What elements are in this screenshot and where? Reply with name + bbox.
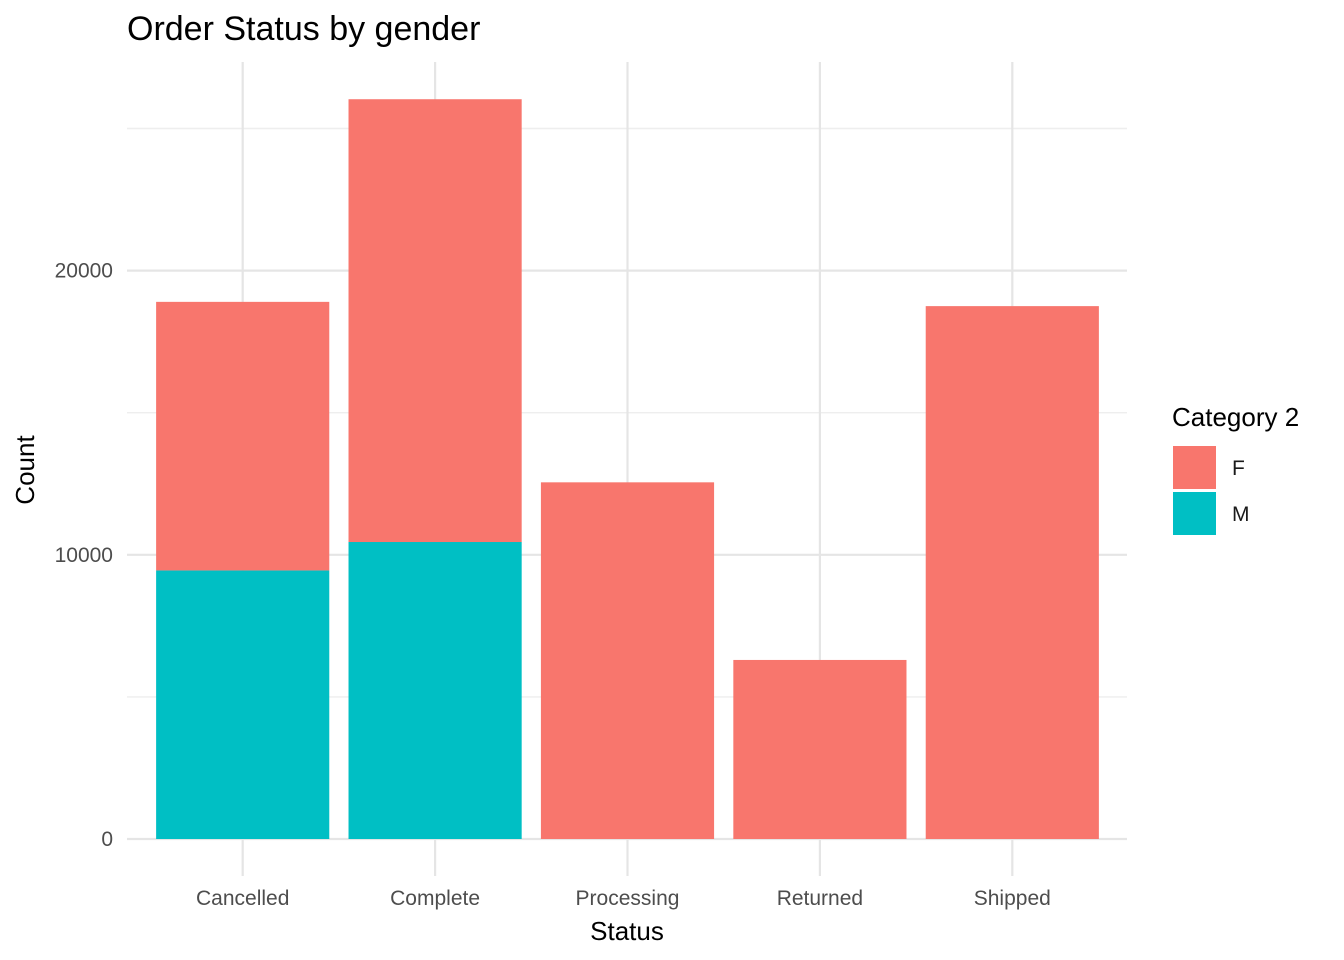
bar-cancelled-m xyxy=(156,570,330,839)
x-tick-label: Complete xyxy=(390,887,480,910)
legend: Category 2 FM xyxy=(1172,402,1299,535)
y-tick-label: 10000 xyxy=(55,544,113,567)
chart-title: Order Status by gender xyxy=(127,10,480,48)
legend-label-m: M xyxy=(1232,503,1250,526)
legend-key-m xyxy=(1173,492,1216,535)
axes: 0 10000 20000 Cancelled Complete Processing Re… xyxy=(55,260,1051,910)
y-tick-label: 0 xyxy=(101,828,113,851)
bar-processing-f xyxy=(540,482,715,839)
x-tick-label: Shipped xyxy=(974,887,1051,910)
y-tick-label: 20000 xyxy=(55,260,113,283)
bar-returned-f xyxy=(733,659,907,839)
bar-shipped-f xyxy=(925,306,1099,839)
x-axis-title: Status xyxy=(590,916,664,946)
y-axis-title: Count xyxy=(10,435,40,505)
legend-label-f: F xyxy=(1232,457,1245,480)
bar-complete-m xyxy=(348,542,522,839)
bars xyxy=(156,99,1099,839)
bar-complete-f xyxy=(348,99,522,543)
x-tick-label: Processing xyxy=(576,887,680,910)
legend-key-f xyxy=(1173,446,1216,489)
bar-cancelled-f xyxy=(156,301,330,571)
x-tick-label: Returned xyxy=(777,887,863,910)
legend-title: Category 2 xyxy=(1172,402,1299,432)
x-tick-label: Cancelled xyxy=(196,887,289,910)
